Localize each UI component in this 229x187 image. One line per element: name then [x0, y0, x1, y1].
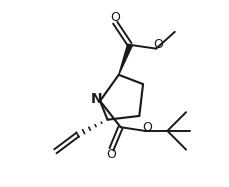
Polygon shape — [118, 44, 132, 75]
Text: O: O — [141, 121, 151, 134]
Text: N: N — [90, 92, 102, 106]
Text: O: O — [110, 11, 119, 24]
Text: O: O — [153, 38, 162, 51]
Text: O: O — [106, 148, 116, 161]
